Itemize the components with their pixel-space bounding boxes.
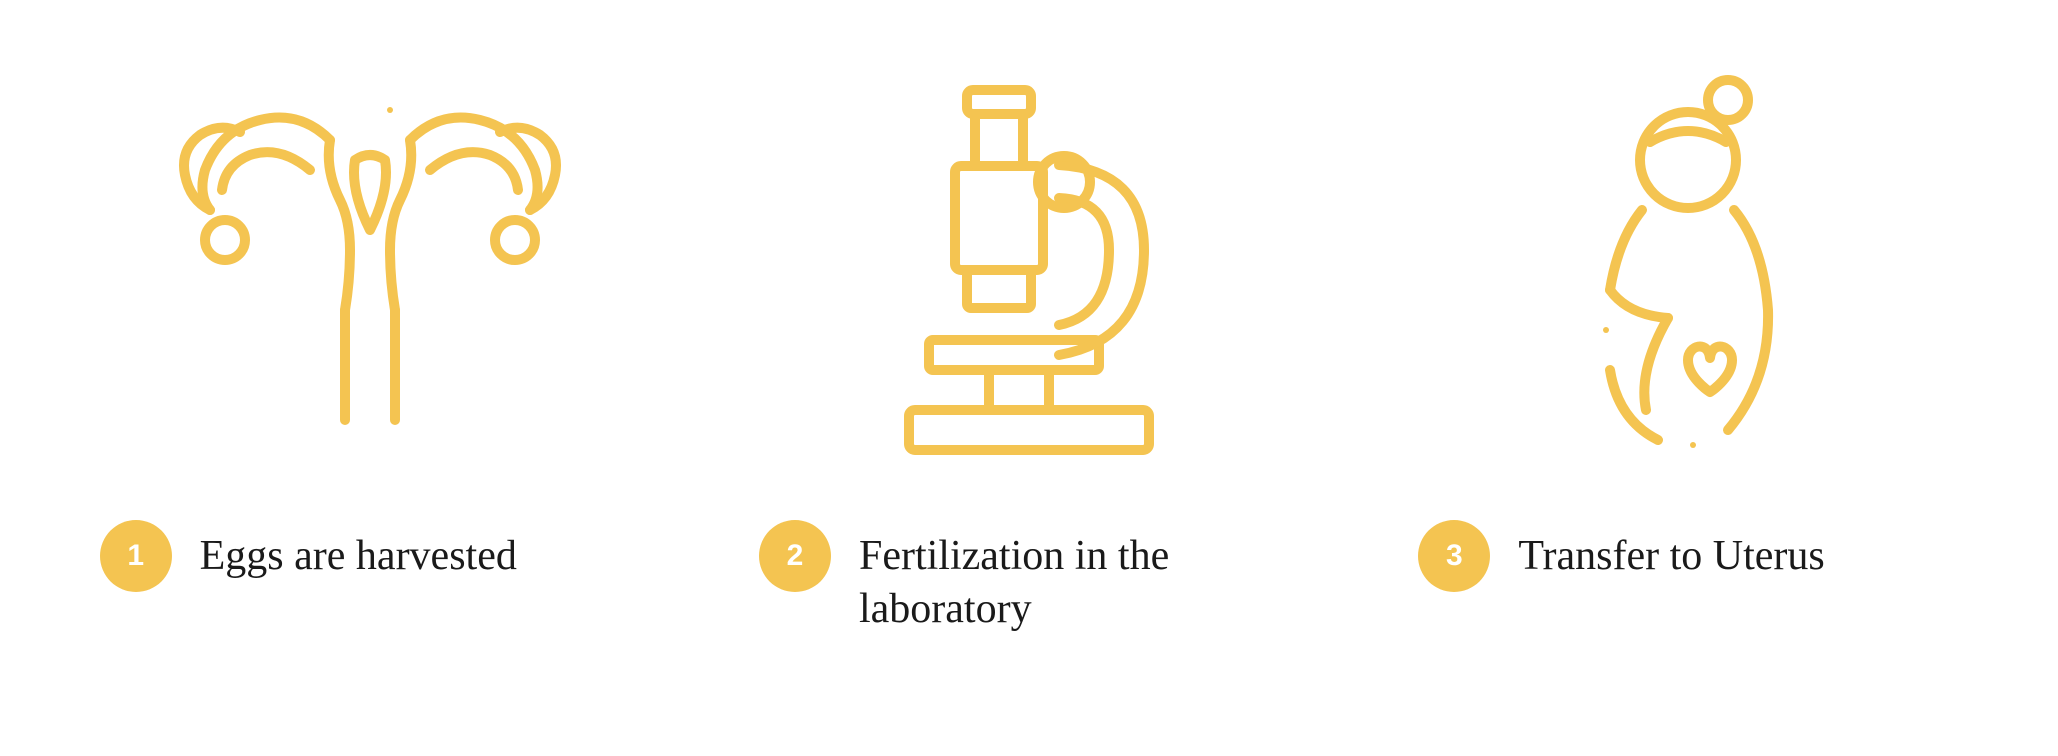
step-1: 1 Eggs are harvested — [60, 60, 680, 592]
step-3: 3 Transfer to Uterus — [1378, 60, 1998, 592]
step-2: 2 Fertilization in the laboratory — [719, 60, 1339, 635]
step-2-label: Fertilization in the laboratory — [859, 520, 1279, 635]
microscope-icon — [859, 60, 1199, 480]
step-1-badge: 1 — [100, 520, 172, 592]
uterus-icon — [150, 60, 590, 480]
pregnant-woman-icon — [1538, 60, 1838, 480]
step-3-label: Transfer to Uterus — [1518, 520, 1824, 583]
step-1-label-row: 1 Eggs are harvested — [60, 520, 680, 592]
step-2-badge: 2 — [759, 520, 831, 592]
step-3-label-row: 3 Transfer to Uterus — [1378, 520, 1998, 592]
step-3-badge: 3 — [1418, 520, 1490, 592]
step-2-label-row: 2 Fertilization in the laboratory — [719, 520, 1339, 635]
step-1-label: Eggs are harvested — [200, 520, 517, 583]
